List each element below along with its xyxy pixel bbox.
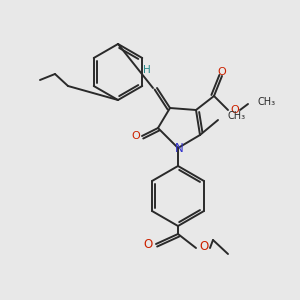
Text: O: O bbox=[231, 105, 239, 115]
Text: H: H bbox=[143, 65, 151, 75]
Text: N: N bbox=[175, 142, 183, 154]
Text: O: O bbox=[132, 131, 140, 141]
Text: CH₃: CH₃ bbox=[258, 97, 276, 107]
Text: O: O bbox=[200, 239, 208, 253]
Text: O: O bbox=[218, 67, 226, 77]
Text: CH₃: CH₃ bbox=[228, 111, 246, 121]
Text: O: O bbox=[143, 238, 153, 250]
